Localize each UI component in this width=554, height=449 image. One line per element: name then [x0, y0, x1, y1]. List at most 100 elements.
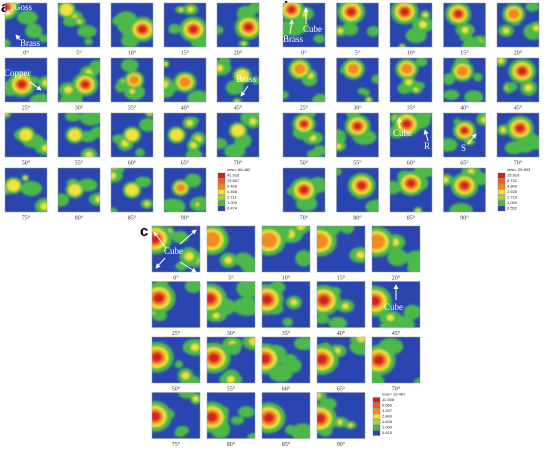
angle-label: 25°: [172, 330, 181, 337]
contour: [187, 6, 194, 12]
contour: [356, 251, 365, 259]
contour: [207, 293, 216, 304]
section-border: [151, 392, 201, 439]
contour: [23, 176, 28, 180]
odf-section: [217, 3, 259, 47]
section-border: [316, 225, 366, 273]
contours: [443, 168, 486, 212]
legend-level: 4.297: [382, 408, 393, 413]
legend-swatch: [217, 178, 226, 184]
annotation: Copper: [4, 68, 31, 78]
contour: [129, 88, 135, 94]
contour: [400, 7, 410, 16]
angle-label: 60°: [407, 159, 416, 166]
odf-section: [390, 168, 432, 212]
contours: [111, 113, 153, 157]
contours: [390, 168, 432, 212]
section-border: [282, 57, 326, 103]
contour: [65, 113, 81, 122]
section-border: [496, 57, 540, 103]
contour: [317, 233, 329, 249]
contours: [497, 115, 539, 155]
angle-label: 20°: [514, 49, 523, 56]
section-border: [282, 167, 326, 213]
contour: [301, 424, 310, 435]
contour: [290, 299, 298, 306]
contour: [95, 196, 100, 203]
contours: [152, 392, 200, 438]
contour: [525, 3, 539, 12]
section-border: [316, 392, 366, 439]
contours: [115, 58, 145, 101]
legend-max: max= 66.482: [227, 167, 251, 172]
contour: [284, 358, 302, 373]
odf-section: [283, 168, 325, 212]
contour: [336, 143, 342, 149]
contours: [372, 337, 420, 383]
odf-section: [262, 392, 310, 439]
odf-section: [58, 58, 100, 102]
contour: [29, 93, 47, 102]
contour: [111, 172, 116, 179]
odf-section: [152, 337, 200, 383]
contour: [224, 256, 233, 264]
angle-label: 50°: [172, 385, 181, 392]
contour: [174, 360, 183, 369]
contours: [443, 58, 484, 102]
angle-label: 0°: [301, 49, 307, 56]
legend-level: 4.800: [507, 184, 518, 189]
contour: [517, 67, 527, 76]
contour: [506, 82, 518, 92]
contour: [337, 419, 343, 425]
contour: [226, 343, 241, 355]
contour: [398, 43, 406, 47]
contour: [139, 118, 153, 132]
legend-level: 2.111: [227, 195, 237, 200]
angle-label: 40°: [460, 104, 469, 111]
contours: [286, 177, 325, 212]
contour: [135, 148, 145, 157]
contours: [167, 116, 206, 157]
contours: [497, 58, 538, 96]
angle-label: 25°: [22, 104, 31, 111]
section-border: [282, 112, 326, 158]
legend-level: 2.843: [382, 414, 393, 419]
section-border: [443, 57, 486, 103]
contours: [65, 113, 100, 157]
contour: [515, 124, 525, 133]
contour: [372, 373, 385, 383]
contour: [294, 337, 310, 351]
annotation-arrow: [467, 133, 477, 145]
section-border: [151, 336, 201, 384]
contour: [356, 337, 365, 343]
contour: [5, 38, 11, 47]
contour: [300, 120, 308, 128]
contour: [175, 425, 190, 435]
odf-section: [217, 58, 259, 102]
annotation: Brass: [20, 38, 40, 48]
odf-section: [336, 58, 379, 102]
contour: [225, 80, 244, 95]
contour: [462, 38, 484, 47]
odf-section: [372, 281, 420, 328]
contour: [181, 372, 190, 380]
odf-section: [336, 168, 379, 212]
contour: [336, 168, 342, 176]
contour: [212, 312, 220, 319]
contour: [296, 226, 305, 230]
contours: [445, 3, 486, 47]
contour: [313, 34, 325, 44]
contour: [386, 314, 394, 321]
angle-label: 85°: [282, 441, 291, 448]
section-border: [216, 112, 260, 158]
contour: [207, 231, 221, 248]
contour: [413, 377, 420, 383]
contour: [179, 76, 191, 88]
section-border: [371, 225, 421, 273]
contours: [317, 226, 365, 263]
odf-section: [164, 168, 206, 212]
contour: [232, 97, 242, 102]
contours: [217, 3, 259, 47]
contours: [390, 3, 432, 47]
contours: [112, 11, 153, 47]
